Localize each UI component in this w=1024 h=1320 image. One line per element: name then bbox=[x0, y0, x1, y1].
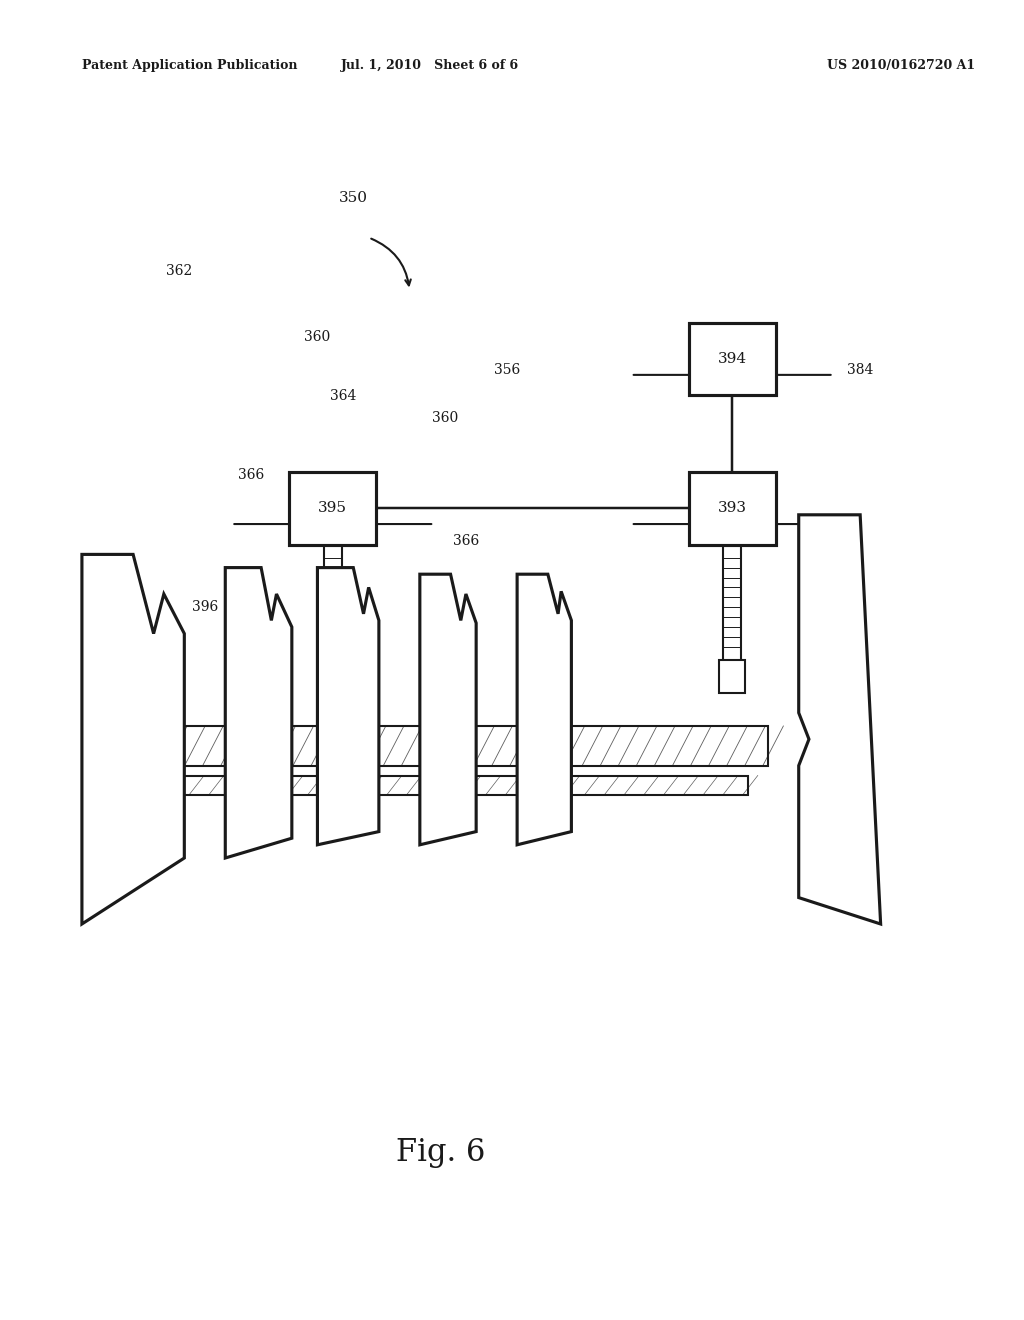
Bar bbox=[164, 776, 748, 795]
Bar bbox=[290, 471, 377, 544]
Text: Fig. 6: Fig. 6 bbox=[395, 1138, 485, 1168]
Text: 384: 384 bbox=[847, 363, 873, 376]
Text: 360: 360 bbox=[432, 412, 459, 425]
Text: 395: 395 bbox=[318, 502, 347, 515]
Text: 356: 356 bbox=[494, 363, 520, 376]
Bar bbox=[719, 660, 745, 693]
Text: 350: 350 bbox=[339, 190, 368, 205]
Polygon shape bbox=[82, 554, 184, 924]
Text: 366: 366 bbox=[238, 469, 264, 482]
Polygon shape bbox=[517, 574, 571, 845]
Text: 364: 364 bbox=[330, 389, 356, 403]
Text: 393: 393 bbox=[718, 502, 746, 515]
Text: 396: 396 bbox=[191, 601, 218, 614]
Text: Jul. 1, 2010   Sheet 6 of 6: Jul. 1, 2010 Sheet 6 of 6 bbox=[341, 59, 519, 73]
Bar bbox=[688, 323, 776, 396]
Text: 362: 362 bbox=[166, 264, 193, 277]
Text: Patent Application Publication: Patent Application Publication bbox=[82, 59, 297, 73]
Polygon shape bbox=[225, 568, 292, 858]
Text: 366: 366 bbox=[453, 535, 479, 548]
Polygon shape bbox=[420, 574, 476, 845]
Text: 360: 360 bbox=[304, 330, 331, 343]
Text: US 2010/0162720 A1: US 2010/0162720 A1 bbox=[827, 59, 975, 73]
Bar bbox=[143, 726, 768, 766]
Polygon shape bbox=[317, 568, 379, 845]
Bar bbox=[688, 471, 776, 544]
Polygon shape bbox=[799, 515, 881, 924]
Text: 394: 394 bbox=[718, 352, 746, 366]
